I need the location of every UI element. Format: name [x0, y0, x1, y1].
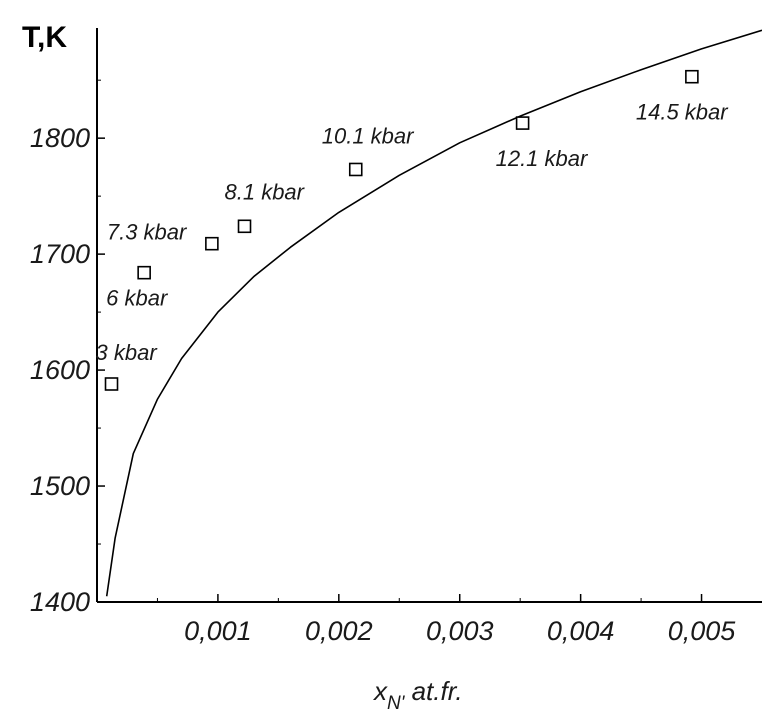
y-tick-label: 1800: [30, 123, 90, 153]
data-point: [685, 69, 699, 84]
x-axis-label-unit: at.fr.: [404, 676, 462, 706]
x-tick-label: 0,003: [426, 616, 494, 646]
x-tick-label: 0,001: [184, 616, 252, 646]
point-label: 7.3 kbar: [107, 220, 188, 245]
point-label: 12.1 kbar: [496, 146, 589, 171]
annotation-labels-layer: 3 kbar 6 kbar 7.3 kbar 8.1 kbar 10.1 kbar 12.…: [96, 100, 730, 365]
x-axis-label-subscript: N': [387, 693, 406, 714]
point-label: 6 kbar: [106, 286, 169, 311]
y-tick-label: 1500: [30, 471, 90, 501]
x-axis-label-main: x: [372, 676, 388, 706]
x-tick-label: 0,005: [668, 616, 737, 646]
fit-curve-layer: [105, 29, 762, 597]
point-label: 10.1 kbar: [322, 123, 415, 148]
x-tick-label: 0,002: [305, 616, 373, 646]
data-point: [348, 162, 363, 177]
data-point: [205, 236, 219, 251]
data-point: [237, 219, 252, 234]
y-tick-label: 1700: [30, 239, 90, 269]
y-tick-label: 1600: [30, 355, 90, 385]
point-label: 14.5 kbar: [636, 100, 729, 125]
y-axis-label: T,K: [22, 21, 67, 54]
x-axis-label: xN' at.fr.: [372, 676, 463, 714]
fit-curve: [105, 29, 762, 597]
x-tick-label: 0,004: [547, 616, 615, 646]
point-label: 8.1 kbar: [225, 179, 306, 204]
axes: 1400 1500 1600 1700 1800 0,001 0,002 0,003 0,004…: [30, 28, 762, 646]
data-point: [104, 377, 119, 391]
y-tick-label: 1400: [30, 587, 90, 617]
data-point: [515, 116, 530, 130]
point-label: 3 kbar: [96, 340, 159, 365]
data-point: [137, 265, 151, 280]
data-points-layer: [104, 69, 699, 391]
